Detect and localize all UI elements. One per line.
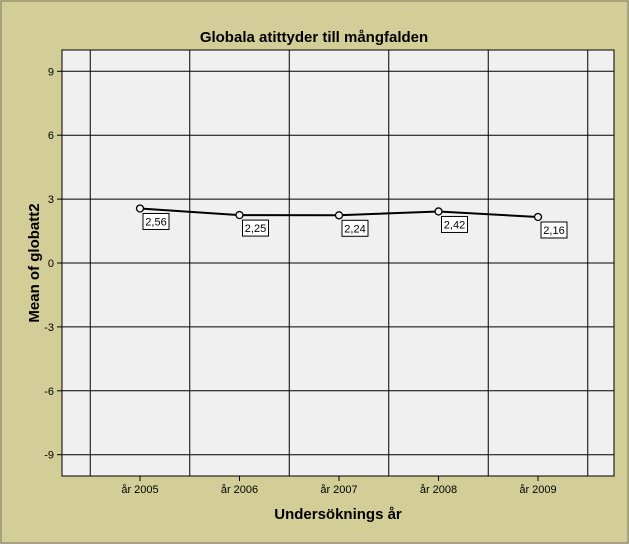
data-label-text: 2,56 — [145, 216, 166, 228]
data-label: 2,56 — [142, 212, 170, 230]
data-label-box — [341, 219, 369, 237]
y-tick-label: 6 — [48, 130, 54, 142]
x-axis-ticks: år 2005 år 2006 år 2007 år 2008 år 2009 — [121, 476, 557, 496]
data-point — [135, 204, 145, 213]
data-label-box — [540, 221, 568, 239]
x-tick-label: år 2005 — [121, 484, 158, 496]
y-axis-label: Mean of globatt2 — [26, 203, 43, 322]
y-tick-label: 9 — [48, 66, 54, 78]
data-label-text: 2,42 — [444, 219, 465, 231]
y-tick-label: -9 — [44, 450, 54, 462]
data-label-box — [441, 215, 468, 233]
data-point — [334, 211, 344, 220]
data-label: 2,42 — [441, 215, 468, 233]
data-points — [135, 204, 543, 222]
y-tick-label: -6 — [44, 386, 54, 398]
data-label-box — [142, 212, 170, 230]
data-label: 2,24 — [341, 219, 369, 237]
y-tick-label: 0 — [48, 258, 54, 270]
data-point — [533, 212, 543, 222]
grid-lines — [62, 50, 614, 476]
data-label: 2,25 — [242, 219, 269, 237]
x-tick-label: år 2006 — [221, 484, 258, 496]
y-tick-label: -3 — [44, 322, 54, 334]
x-tick-label: år 2009 — [519, 484, 556, 496]
data-label: 2,16 — [540, 221, 568, 239]
chart-title: Globala atittyder till mångfalden — [200, 29, 428, 46]
data-label-box — [242, 219, 269, 237]
y-axis-ticks: -9 -6 -3 0 3 6 9 — [44, 66, 62, 462]
x-tick-label: år 2008 — [420, 484, 457, 496]
y-tick-label: 3 — [48, 194, 54, 206]
x-axis-label: Undersöknings år — [274, 506, 402, 523]
data-point — [235, 210, 244, 220]
data-label-text: 2,24 — [344, 223, 365, 235]
data-label-text: 2,25 — [245, 223, 266, 235]
data-label-text: 2,16 — [543, 225, 564, 237]
data-point — [434, 207, 443, 216]
x-tick-label: år 2007 — [320, 484, 357, 496]
data-labels: 2,56 2,25 2,24 2,42 2,16 — [142, 212, 568, 239]
